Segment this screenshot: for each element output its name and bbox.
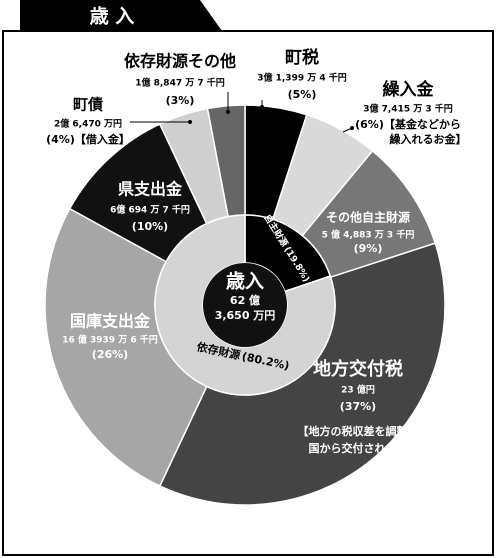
frame	[2, 30, 494, 556]
slice-name: 国庫支出金	[70, 312, 151, 331]
slice-value-label: (4%)【借入金】	[46, 132, 130, 146]
slice-name: 依存財源その他	[124, 52, 236, 71]
slice-value-label: (26%)	[92, 348, 128, 361]
slice-note: 【借入金】	[75, 132, 130, 146]
chart-title: 歳 入	[90, 6, 135, 28]
leader-dot	[188, 120, 192, 124]
center-amount: 3,650 万円	[215, 309, 276, 322]
slice-amount: 6億 694 万 7 千円	[110, 204, 190, 216]
slice-name: 町税	[285, 47, 319, 68]
value-label: (10%)	[132, 220, 168, 233]
slice-note: 【基金などから	[384, 117, 461, 131]
leader-dot	[350, 126, 354, 130]
slice-value-label: (5%)	[288, 88, 317, 101]
value-label: (5%)	[288, 88, 317, 101]
slice-amount: 3億 1,399 万 4 千円	[257, 72, 347, 84]
slice-name: 県支出金	[118, 180, 183, 199]
slice-value-label: (9%)	[354, 242, 383, 255]
slice-amount: 2億 6,470 万円	[54, 118, 122, 130]
header-tab	[20, 0, 222, 31]
center-circle	[203, 263, 287, 347]
slice-name: その他自主財源	[326, 210, 410, 225]
slice-amount: 23 億円	[341, 384, 375, 396]
value-label: (6%)	[355, 118, 384, 131]
slice-value-label: (6%)【基金などから	[355, 117, 461, 131]
value-label: (9%)	[354, 242, 383, 255]
leader-dot	[260, 105, 264, 109]
slice-note: 繰入れるお金】	[390, 132, 467, 146]
slice-amount: 3億 7,415 万 3 千円	[363, 103, 453, 115]
center-amount: 62 億	[230, 293, 260, 307]
leader-dot	[226, 110, 230, 114]
slice-amount: 1億 8,847 万 7 千円	[135, 77, 225, 89]
value-label: (4%)	[46, 133, 75, 146]
slice-name: 地方交付税	[313, 358, 403, 380]
slice-value-label: (37%)	[340, 400, 376, 413]
slice-value-label: (10%)	[132, 220, 168, 233]
slice-note: 【地方の税収差を調整し	[298, 424, 419, 438]
slice-name: 町債	[73, 96, 103, 114]
value-label: (26%)	[92, 348, 128, 361]
value-label: (3%)	[166, 94, 195, 107]
slice-value-label: (3%)	[166, 94, 195, 107]
slice-amount: 16 億 3939 万 6 千円	[62, 334, 158, 346]
value-label: (37%)	[340, 400, 376, 413]
center-title: 歳入	[226, 271, 264, 293]
slice-amount: 5 億 4,883 万 3 千円	[322, 229, 415, 241]
slice-name: 繰入金	[383, 79, 435, 100]
slice-note: 国から交付される】	[309, 441, 408, 455]
